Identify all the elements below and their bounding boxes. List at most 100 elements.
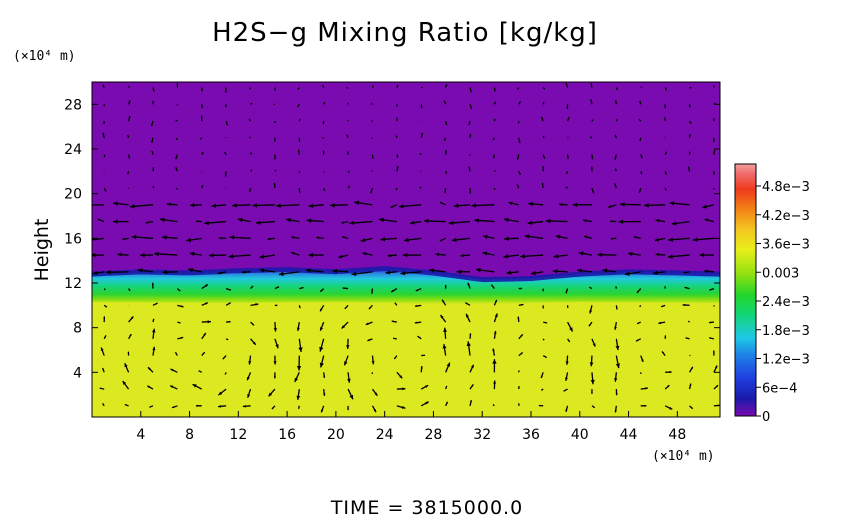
wind-vector-head <box>590 83 593 85</box>
wind-vector <box>152 318 155 323</box>
wind-vector-head <box>344 361 348 366</box>
wind-vector <box>102 84 105 88</box>
wind-vector-head <box>641 359 644 362</box>
wind-vector-head <box>218 391 223 396</box>
wind-vector-head <box>425 401 429 405</box>
wind-vector-head <box>420 366 423 369</box>
wind-vector-head <box>84 238 89 242</box>
wind-vector <box>640 86 643 89</box>
x-tick-label: 28 <box>425 427 443 443</box>
y-tick-label: 12 <box>64 276 82 292</box>
wind-vector-head <box>715 385 718 388</box>
wind-vector <box>516 87 520 90</box>
wind-vector-head <box>704 218 709 222</box>
wind-vector <box>639 137 642 142</box>
wind-vector-head <box>341 325 346 329</box>
wind-vector-head <box>203 333 206 336</box>
wind-vector-head <box>559 203 563 206</box>
wind-vector <box>323 101 326 105</box>
wind-vector-head <box>394 357 396 360</box>
wind-vector <box>542 338 545 341</box>
wind-vector <box>445 385 448 390</box>
wind-vector-head <box>453 203 459 208</box>
wind-vector-head <box>538 404 541 407</box>
wind-vector-head <box>370 191 373 194</box>
wind-vector-head <box>152 346 156 351</box>
wind-vector-head <box>448 220 454 226</box>
wind-vector-head <box>714 365 718 369</box>
wind-vector-head <box>709 321 711 324</box>
wind-vector <box>371 170 373 172</box>
wind-vector-head <box>320 289 323 292</box>
wind-vector-head <box>644 203 649 208</box>
wind-vector <box>151 150 154 155</box>
wind-vector-head <box>274 157 276 160</box>
wind-vector-head <box>466 341 471 347</box>
wind-vector-head <box>151 282 154 285</box>
wind-vector-head <box>493 330 497 334</box>
wind-vector-head <box>175 157 178 160</box>
wind-vector-head <box>415 289 419 292</box>
colorbar-tick-label: 4.8e−3 <box>762 180 810 195</box>
wind-vector-head <box>517 157 519 160</box>
wind-vector-head <box>616 307 618 310</box>
wind-vector-head <box>610 237 613 240</box>
wind-vector <box>370 103 373 105</box>
wind-vector-head <box>347 408 349 411</box>
wind-vector-head <box>590 99 593 102</box>
wind-vector-head <box>483 234 488 239</box>
wind-vector-head <box>470 106 472 109</box>
wind-vector-head <box>190 203 195 208</box>
wind-vector-head <box>347 378 351 383</box>
wind-vector-head <box>654 237 659 242</box>
wind-vector-head <box>565 83 568 85</box>
wind-vector-head <box>106 270 111 275</box>
wind-vector-head <box>565 409 568 412</box>
wind-vector-head <box>117 252 122 257</box>
wind-vector-head <box>252 323 254 326</box>
wind-vector-head <box>319 346 324 352</box>
wind-vector <box>124 403 129 407</box>
wind-vector-head <box>278 271 284 277</box>
wind-vector-head <box>590 379 595 385</box>
wind-vector <box>152 185 155 189</box>
wind-vector-head <box>224 174 227 177</box>
wind-vector-head <box>410 220 415 225</box>
wind-vector-head <box>102 367 104 370</box>
wind-vector-head <box>371 361 375 365</box>
wind-vector-head <box>445 123 448 126</box>
wind-vector-head <box>341 221 345 224</box>
wind-vector <box>445 171 448 174</box>
wind-vector-head <box>669 370 672 374</box>
wind-vector-head <box>474 218 479 223</box>
wind-vector <box>274 169 277 172</box>
wind-vector-head <box>709 337 712 339</box>
wind-vector-head <box>255 220 261 225</box>
wind-vector <box>249 152 253 155</box>
wind-vector <box>128 288 131 292</box>
wind-vector-head <box>620 202 625 207</box>
wind-vector-head <box>494 313 498 318</box>
wind-vector-head <box>588 324 591 327</box>
wind-vector-head <box>129 334 132 337</box>
x-unit-label: (×10⁴ m) <box>652 449 715 464</box>
wind-vector <box>177 321 181 324</box>
x-tick-label: 8 <box>185 427 194 443</box>
wind-vector <box>419 186 422 189</box>
wind-vector-head <box>417 336 420 338</box>
wind-vector-head <box>211 203 217 208</box>
wind-vector-head <box>401 405 406 409</box>
wind-vector-head <box>591 166 593 169</box>
wind-vector-head <box>636 290 640 293</box>
wind-vector-head <box>207 320 211 324</box>
interface-dark-line <box>92 266 720 283</box>
x-tick-label: 16 <box>278 427 296 443</box>
wind-vector <box>127 171 130 175</box>
wind-vector <box>248 118 252 122</box>
wind-vector-head <box>321 409 324 413</box>
wind-vector-head <box>610 220 613 223</box>
y-tick-label: 16 <box>64 231 82 247</box>
wind-vector-head <box>589 362 594 367</box>
wind-vector <box>518 101 521 105</box>
